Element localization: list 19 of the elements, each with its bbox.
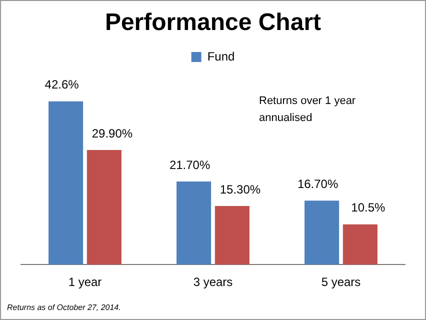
bar [48, 101, 84, 265]
x-tick-label: 5 years [321, 275, 361, 290]
bar [86, 150, 122, 265]
data-label: 21.70% [169, 158, 210, 172]
legend-label: Fund [207, 49, 235, 64]
annotation: Returns over 1 year annualised [259, 94, 357, 126]
text: Returns as of October 27, 2014. [7, 303, 121, 312]
data-label: 16.70% [297, 176, 338, 191]
bar [176, 181, 212, 265]
bar [304, 200, 340, 265]
data-label: 42.6% [44, 78, 80, 92]
x-tick-label: 1 year [68, 275, 102, 290]
data-label: 29.90% [92, 126, 133, 140]
chart-title: Performance Chart [104, 9, 322, 37]
bar [342, 224, 378, 265]
bar [214, 206, 250, 265]
data-label: 15.30% [220, 182, 261, 196]
x-tick-label: 3 years [193, 275, 233, 290]
data-label: 10.5% [351, 200, 386, 215]
